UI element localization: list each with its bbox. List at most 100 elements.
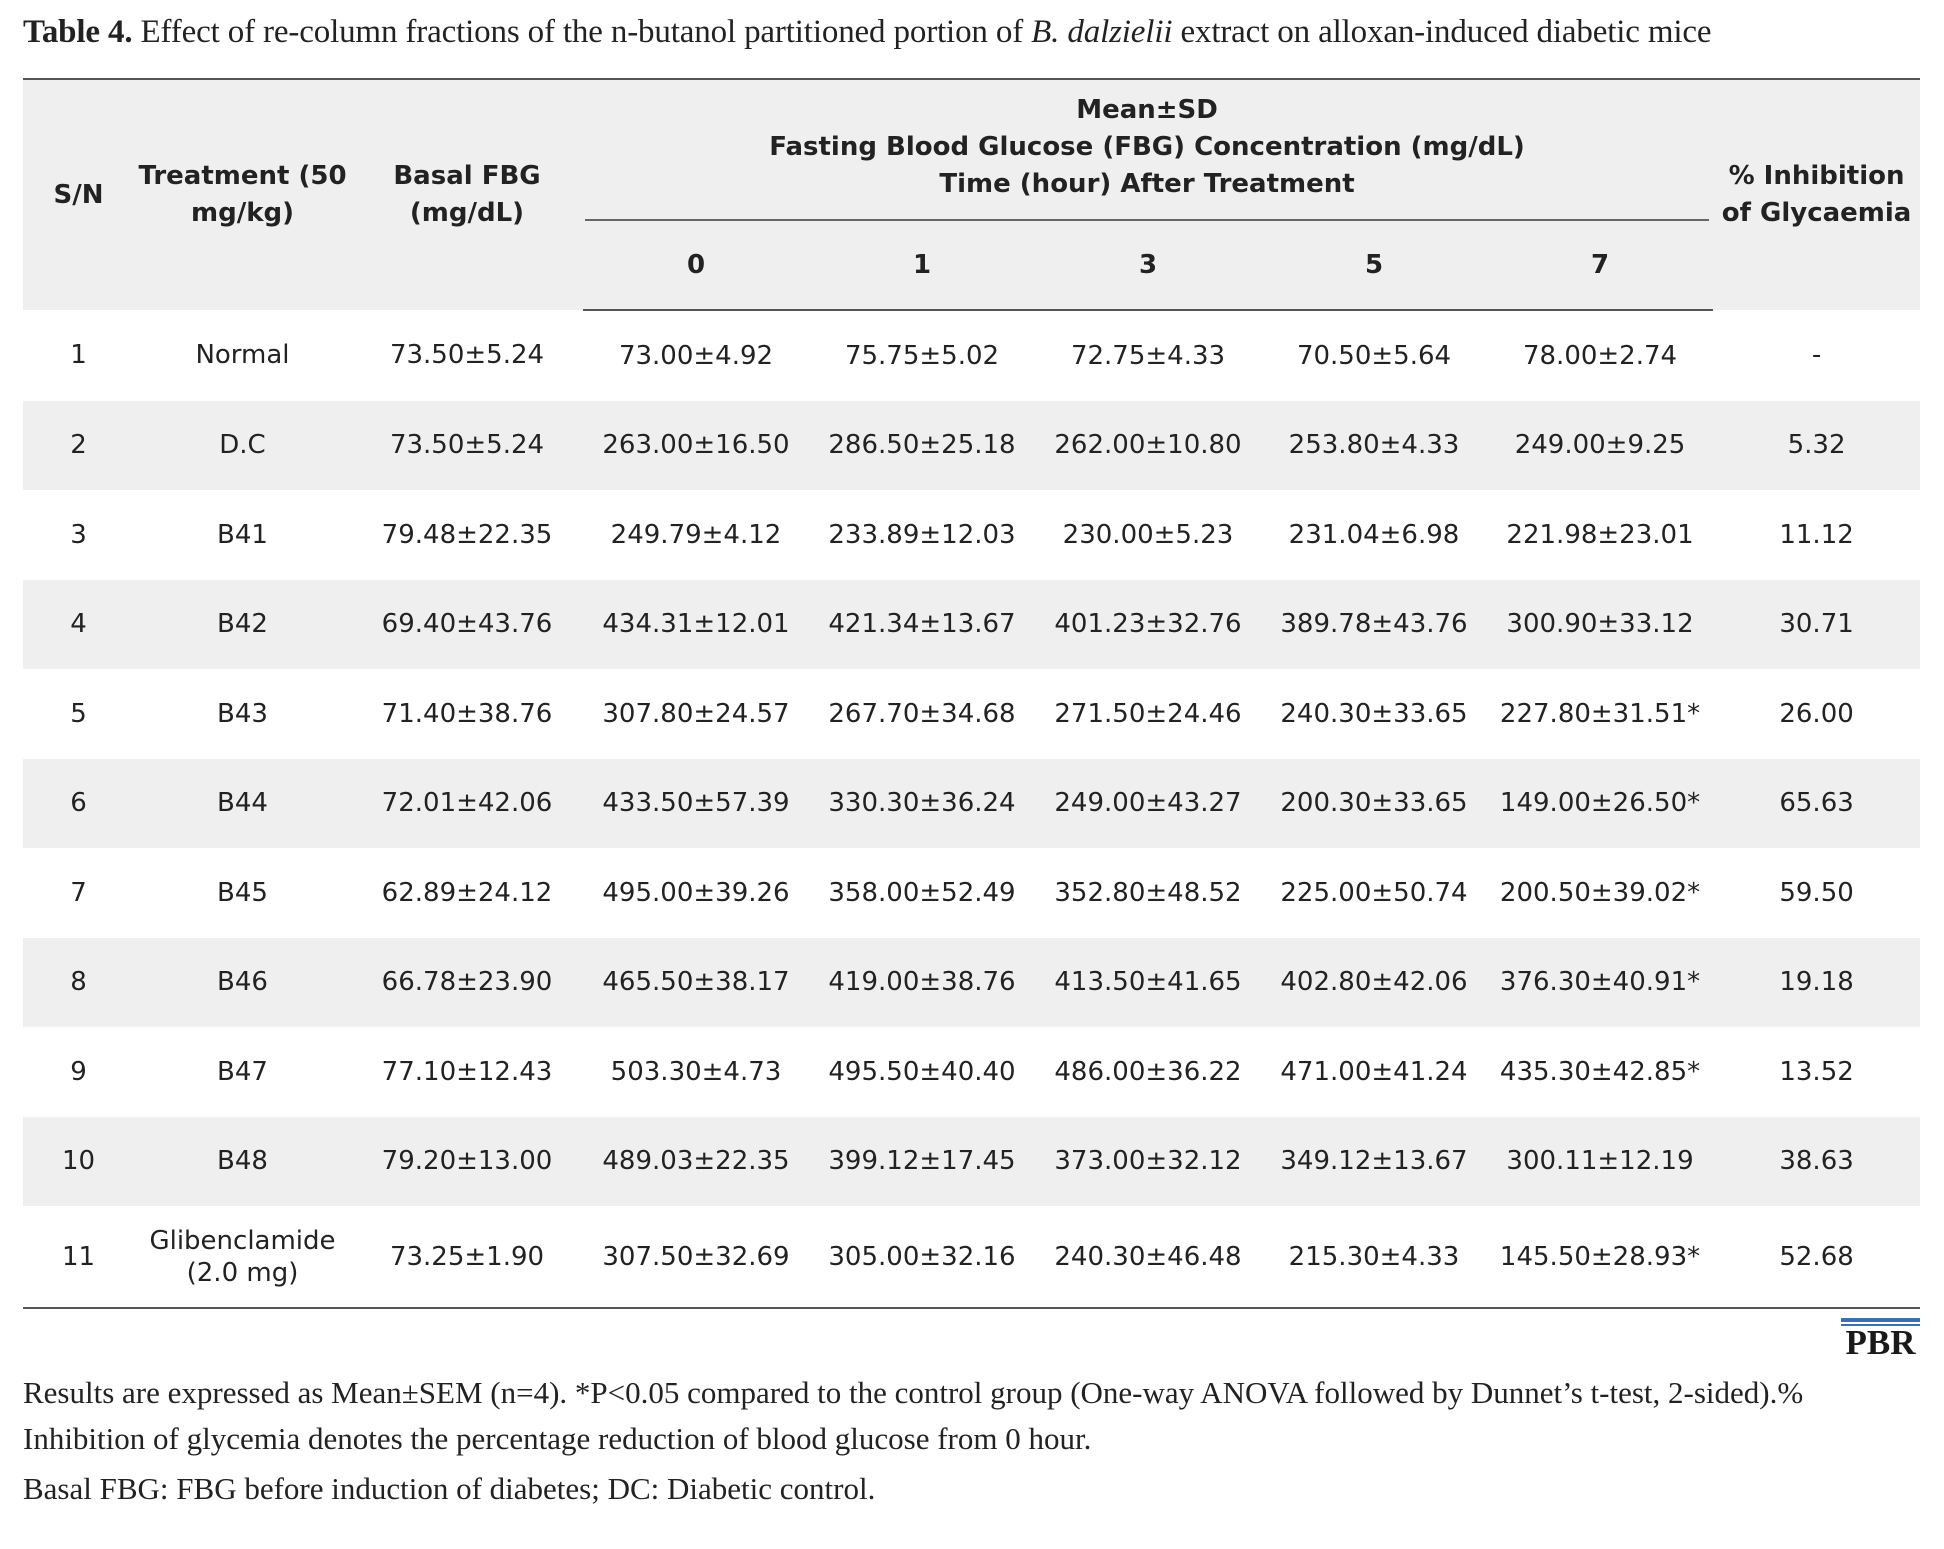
cell-t0: 489.03±22.35 [583,1116,809,1206]
cell-sn: 11 [23,1206,134,1309]
cell-t5: 471.00±41.24 [1280,1056,1468,1087]
data-table: S/N Treatment (50 mg/kg) Basal FBG (mg/d… [23,78,1921,1309]
cell-t1: 419.00±38.76 [809,937,1035,1027]
cell-t7: 145.50±28.93* [1487,1206,1714,1309]
table-row: 9 B47 77.10±12.43 503.30±4.73 495.50±40.… [23,1027,1920,1117]
cell-t1: 330.30±36.24 [809,758,1035,848]
cell-treatment: B45 [217,877,268,908]
cell-t3: 271.50±24.46 [1054,698,1242,729]
cell-t7: 249.00±9.25 [1487,400,1714,490]
cell-inhibition: 19.18 [1713,937,1921,1027]
cell-t0: 465.50±38.17 [583,937,809,1027]
cell-t3: 486.00±36.22 [1054,1056,1242,1087]
cell-treatment: B44 [134,758,351,848]
cell-inhibition: 5.32 [1713,400,1921,490]
footnote-results: Results are expressed as Mean±SEM (n=4).… [23,1375,1804,1456]
journal-logo: PBR [1841,1318,1920,1361]
cell-sn: 6 [23,758,134,848]
table-row: 11 Glibenclamide (2.0 mg) 73.25±1.90 307… [23,1206,1921,1309]
cell-sn: 3 [70,519,87,550]
cell-sn: 4 [23,579,134,669]
cell-t0: 73.00±4.92 [618,340,774,371]
header-group-line1: Mean±SD [1076,95,1218,125]
table-header: S/N Treatment (50 mg/kg) Basal FBG (mg/d… [23,78,1921,311]
table-row: 10 B48 79.20±13.00 489.03±22.35 399.12±1… [23,1116,1921,1206]
cell-t3: 401.23±32.76 [1035,579,1261,669]
cell-t7: 300.90±33.12 [1487,579,1714,669]
cell-treatment: B46 [134,937,351,1027]
cell-treatment: Glibenclamide (2.0 mg) [134,1206,351,1309]
cell-basal: 62.89±24.12 [381,877,553,908]
cell-sn: 5 [70,698,87,729]
caption-text-after: extract on alloxan-induced diabetic mice [1172,14,1712,50]
cell-t3: 262.00±10.80 [1035,400,1261,490]
cell-t7: 435.30±42.85* [1499,1056,1701,1087]
cell-t7: 149.00±26.50* [1487,758,1714,848]
header-treatment: Treatment (50 mg/kg) [134,78,351,310]
cell-t0: 307.50±32.69 [583,1206,809,1309]
cell-t0: 433.50±57.39 [583,758,809,848]
cell-t0: 249.79±4.12 [610,519,782,550]
table-row: 2 D.C 73.50±5.24 263.00±16.50 286.50±25.… [23,400,1921,490]
cell-treatment: B47 [217,1056,268,1087]
cell-t3: 352.80±48.52 [1054,877,1242,908]
header-time-3: 3 [1035,221,1261,311]
cell-t3: 72.75±4.33 [1070,340,1226,371]
cell-treatment: D.C [134,400,351,490]
cell-t5: 225.00±50.74 [1280,877,1468,908]
cell-treatment: Normal [195,340,290,371]
cell-t1: 75.75±5.02 [844,340,1000,371]
cell-sn: 2 [23,400,134,490]
cell-t3: 373.00±32.12 [1035,1116,1261,1206]
cell-treatment: B42 [134,579,351,669]
cell-t5: 389.78±43.76 [1261,579,1487,669]
cell-t1: 305.00±32.16 [809,1206,1035,1309]
cell-t5: 349.12±13.67 [1261,1116,1487,1206]
cell-basal: 72.01±42.06 [351,758,583,848]
cell-sn: 10 [23,1116,134,1206]
cell-t3: 249.00±43.27 [1035,758,1261,848]
cell-t7: 200.50±39.02* [1499,877,1701,908]
cell-inhibition: 38.63 [1713,1116,1921,1206]
cell-treatment: B43 [217,698,268,729]
cell-t5: 231.04±6.98 [1288,519,1460,550]
header-group-line2: Fasting Blood Glucose (FBG) Concentratio… [769,132,1525,162]
cell-treatment-line2: (2.0 mg) [186,1257,299,1288]
header-group: Mean±SD Fasting Blood Glucose (FBG) Conc… [583,78,1714,221]
cell-sn: 9 [70,1056,87,1087]
table-row: 8 B46 66.78±23.90 465.50±38.17 419.00±38… [23,937,1921,1027]
cell-t5: 240.30±33.65 [1280,698,1468,729]
header-group-line3: Time (hour) After Treatment [939,169,1355,199]
header-time-0: 0 [583,221,809,311]
header-inhibition: % Inhibition of Glycaemia [1713,78,1921,310]
table-row: 3 B41 79.48±22.35 249.79±4.12 233.89±12.… [23,490,1920,580]
cell-inhibition: 30.71 [1713,579,1921,669]
caption-species: B. dalzielii [1031,14,1173,50]
cell-basal: 73.50±5.24 [389,340,545,371]
caption-label: Table 4. [23,14,133,50]
table-caption: Table 4. Effect of re-column fractions o… [23,14,1920,51]
header-group-inner: Mean±SD Fasting Blood Glucose (FBG) Conc… [585,80,1710,221]
cell-inhibition: - [1811,340,1822,371]
cell-treatment-line1: Glibenclamide [149,1225,336,1256]
cell-t3: 230.00±5.23 [1062,519,1234,550]
cell-t5: 70.50±5.64 [1296,340,1452,371]
cell-t0: 503.30±4.73 [610,1056,782,1087]
cell-t5: 402.80±42.06 [1261,937,1487,1027]
table-row: 4 B42 69.40±43.76 434.31±12.01 421.34±13… [23,579,1921,669]
cell-t1: 399.12±17.45 [809,1116,1035,1206]
cell-t1: 233.89±12.03 [828,519,1016,550]
cell-inhibition: 59.50 [1779,877,1854,908]
cell-inhibition: 65.63 [1713,758,1921,848]
cell-basal: 73.50±5.24 [351,400,583,490]
cell-treatment: B48 [134,1116,351,1206]
cell-t5: 215.30±4.33 [1261,1206,1487,1309]
cell-t3: 413.50±41.65 [1035,937,1261,1027]
cell-t1: 495.50±40.40 [828,1056,1016,1087]
cell-inhibition: 52.68 [1713,1206,1921,1309]
cell-basal: 71.40±38.76 [381,698,553,729]
header-time-1: 1 [809,221,1035,311]
table-row: 5 B43 71.40±38.76 307.80±24.57 267.70±34… [23,669,1920,759]
cell-t5: 200.30±33.65 [1261,758,1487,848]
header-time-7: 7 [1487,221,1714,311]
